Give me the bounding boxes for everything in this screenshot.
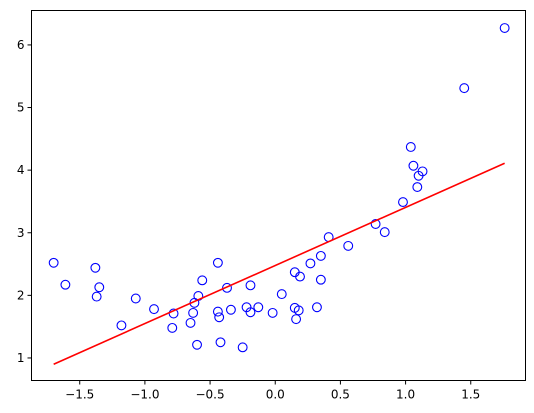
data-point <box>91 291 102 302</box>
data-point <box>417 166 428 177</box>
x-tick-label: −1.0 <box>130 388 159 402</box>
x-tick-label: −1.5 <box>65 388 94 402</box>
fit-line <box>53 162 505 365</box>
x-tick-label: −0.5 <box>195 388 224 402</box>
data-point <box>499 23 510 33</box>
y-tick-label: 1 <box>17 351 25 365</box>
x-tick-label: 0.0 <box>266 388 285 402</box>
y-tick-label: 6 <box>17 38 25 52</box>
axes-frame <box>31 10 526 381</box>
data-point <box>48 257 59 268</box>
y-tick-label: 5 <box>17 101 25 115</box>
data-point <box>312 302 322 313</box>
data-point <box>94 282 105 293</box>
data-point <box>167 322 178 333</box>
x-axis: −1.5 −1.0 −0.5 0.0 0.5 1.0 1.5 <box>65 380 480 402</box>
data-point <box>149 304 159 315</box>
data-point <box>459 83 470 94</box>
data-point <box>305 258 316 269</box>
data-point <box>130 293 141 304</box>
data-point <box>225 304 236 315</box>
y-tick-label: 2 <box>17 288 25 302</box>
data-point <box>214 312 225 323</box>
data-point <box>245 307 256 318</box>
data-point <box>197 275 208 286</box>
data-point <box>315 274 326 285</box>
data-point <box>412 182 423 193</box>
data-point <box>192 339 202 350</box>
data-point <box>293 305 304 316</box>
y-axis: 1 2 3 4 5 6 <box>17 38 32 365</box>
data-point <box>245 280 256 291</box>
data-point <box>185 317 196 328</box>
x-tick-label: 0.5 <box>331 388 350 402</box>
data-point <box>267 307 278 318</box>
data-point <box>222 282 232 293</box>
data-point <box>343 240 354 251</box>
data-point <box>291 314 302 325</box>
data-point <box>276 289 287 300</box>
data-point <box>315 250 326 261</box>
x-tick-label: 1.0 <box>396 388 415 402</box>
data-point <box>90 262 101 273</box>
x-tick-label: 1.5 <box>461 388 480 402</box>
data-point <box>370 219 381 229</box>
data-point <box>405 142 416 152</box>
data-point <box>212 306 223 317</box>
data-point <box>188 307 199 318</box>
plot-marks <box>48 23 510 365</box>
data-point <box>116 320 127 331</box>
data-point <box>212 257 223 268</box>
data-point <box>379 227 390 238</box>
y-tick-label: 4 <box>17 163 25 177</box>
data-point <box>60 279 71 290</box>
data-point <box>237 342 248 353</box>
data-point <box>215 337 226 348</box>
data-point <box>398 197 408 208</box>
data-point <box>295 271 305 282</box>
y-tick-label: 3 <box>17 226 25 240</box>
data-point <box>408 160 419 171</box>
data-point <box>253 302 264 313</box>
